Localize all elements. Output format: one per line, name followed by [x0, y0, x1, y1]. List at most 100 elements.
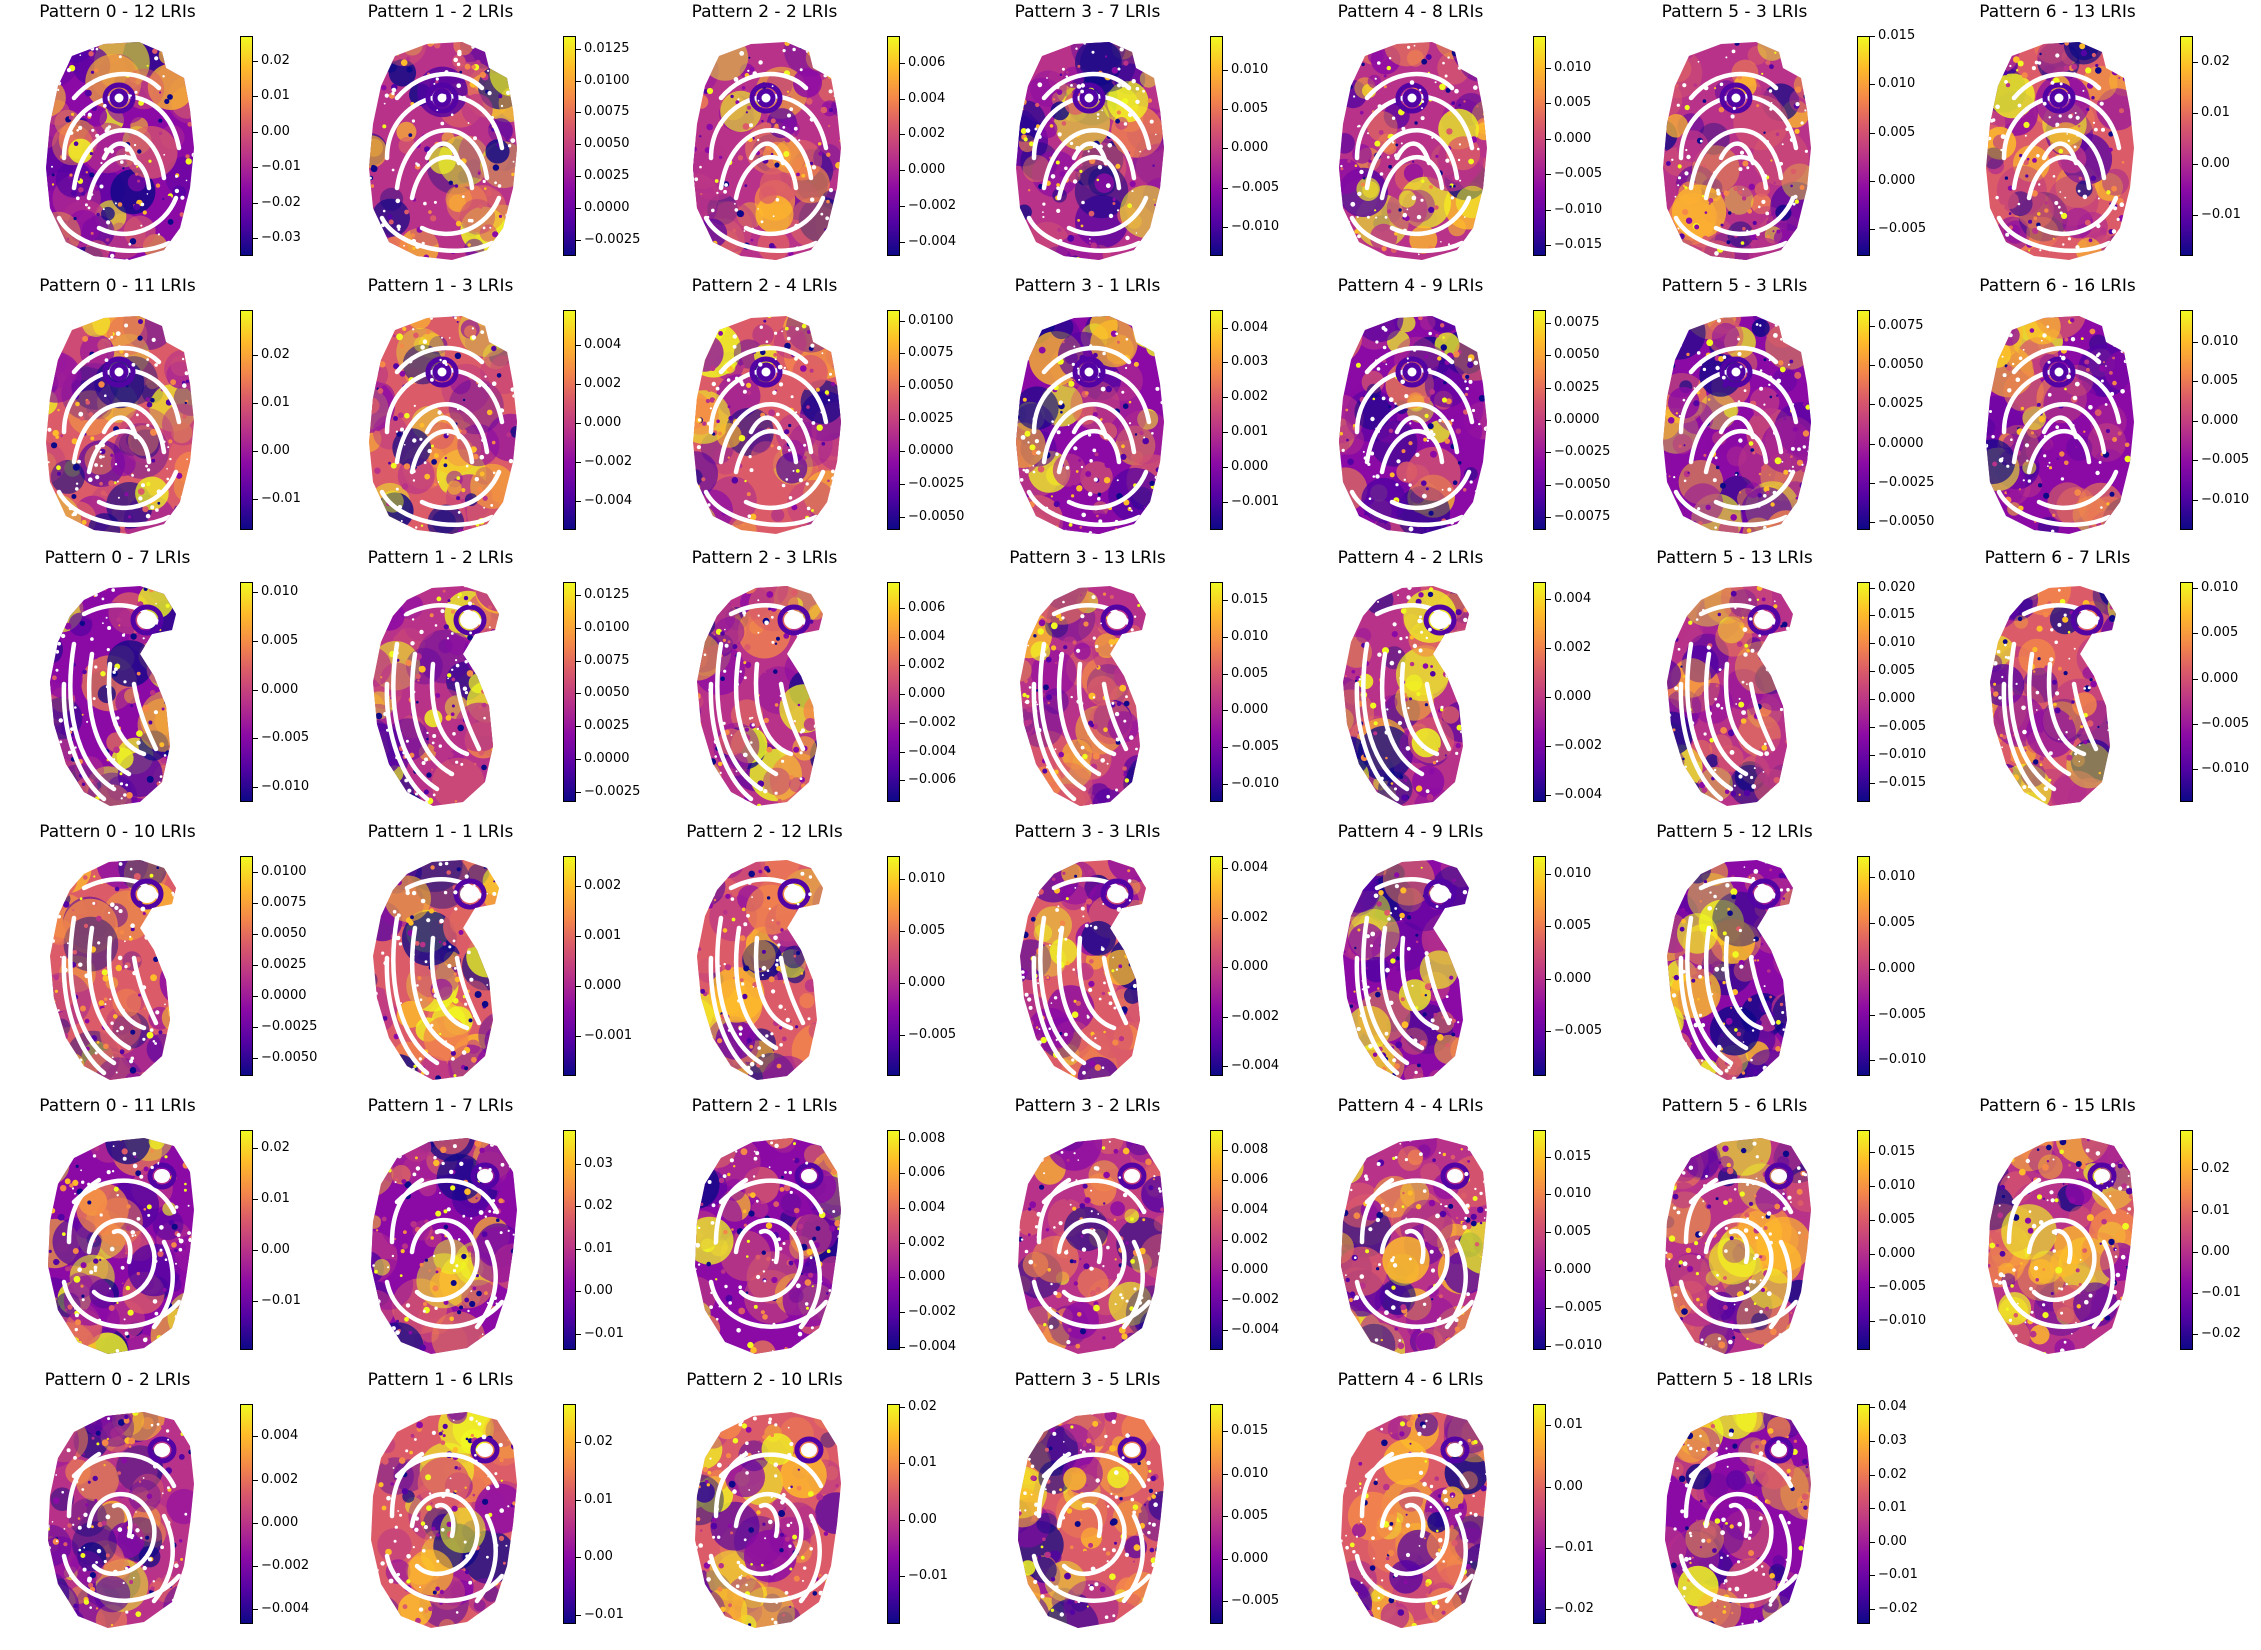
- tick-label: 0.010: [1878, 1178, 1916, 1193]
- tick-label: 0.000: [1554, 688, 1592, 704]
- tick-label: 0.005: [1231, 665, 1269, 681]
- tick-mark: [576, 345, 581, 346]
- tick-mark: [1546, 926, 1551, 928]
- pattern-panel: Pattern 0 - 10 LRIs 0.0100 0.0075 0.0050 0.0…: [0, 820, 323, 1095]
- tick-label: −0.001: [584, 1028, 633, 1043]
- tick-mark: [2193, 61, 2198, 63]
- tick-mark: [1546, 599, 1551, 601]
- tick-label: −0.010: [2201, 760, 2250, 776]
- tissue-heatmap: [1339, 316, 1487, 534]
- pattern-panel: Pattern 5 - 18 LRIs 0.04 0.03 0.02 0.01 0.00 −…: [1617, 1368, 1940, 1643]
- tissue-heatmap: [1018, 1412, 1164, 1628]
- tick-mark: [1223, 148, 1228, 150]
- tick-mark: [1223, 327, 1228, 329]
- tick-mark: [1223, 967, 1228, 969]
- tick-label: 0.000: [584, 978, 622, 993]
- tick-mark: [1546, 67, 1551, 69]
- tick-label: −0.0050: [261, 1049, 318, 1065]
- tick-mark: [900, 205, 905, 207]
- tissue-heatmap: [369, 42, 517, 260]
- tick-label: 0.02: [1878, 1466, 1907, 1482]
- panel-title: Pattern 5 - 3 LRIs: [1661, 276, 1808, 296]
- tick-label: −0.005: [2201, 715, 2250, 731]
- tick-mark: [1546, 1031, 1551, 1032]
- tick-mark: [2193, 420, 2198, 422]
- colorbar: [1210, 36, 1223, 256]
- tissue-heatmap: [1020, 860, 1146, 1080]
- tick-label: 0.005: [2201, 373, 2239, 389]
- tick-mark: [1223, 432, 1228, 434]
- panel-title: Pattern 0 - 12 LRIs: [39, 2, 196, 22]
- tissue-heatmap: [1986, 316, 2134, 534]
- pattern-panel: Pattern 2 - 2 LRIs 0.006 0.004 0.002 0.000 −0…: [647, 0, 970, 275]
- tick-mark: [1870, 782, 1875, 784]
- tick-mark: [1870, 132, 1875, 134]
- tick-label: 0.015: [1878, 28, 1916, 43]
- tick-label: 0.004: [1231, 319, 1269, 335]
- pattern-panel: Pattern 3 - 3 LRIs 0.004 0.002 0.000 −0.002 −…: [970, 820, 1293, 1095]
- tick-mark: [253, 1147, 258, 1149]
- tick-mark: [1546, 978, 1551, 980]
- tick-label: 0.000: [1554, 130, 1592, 146]
- tick-label: 0.002: [1231, 1232, 1269, 1247]
- tick-label: 0.02: [261, 52, 290, 68]
- tick-label: −0.01: [2201, 207, 2241, 223]
- tick-label: −0.0050: [908, 508, 965, 524]
- tick-label: 0.0025: [261, 956, 307, 972]
- pattern-panel: Pattern 3 - 5 LRIs 0.015 0.010 0.005 0.000 −0…: [970, 1368, 1293, 1643]
- tick-mark: [2193, 723, 2198, 725]
- tick-label: 0.02: [584, 1433, 613, 1449]
- tick-mark: [576, 1441, 581, 1443]
- colorbar: [1210, 310, 1223, 530]
- tick-mark: [1870, 877, 1875, 879]
- tick-mark: [900, 751, 905, 753]
- colorbar: [240, 1130, 253, 1350]
- tick-mark: [2193, 1293, 2198, 1294]
- tick-mark: [900, 1034, 905, 1036]
- pattern-panel: Pattern 6 - 16 LRIs 0.010 0.005 0.000 −0.005…: [1940, 274, 2261, 549]
- tick-mark: [2193, 163, 2198, 165]
- tick-mark: [576, 595, 581, 597]
- panel-title: Pattern 6 - 16 LRIs: [1979, 276, 2136, 296]
- tick-mark: [1223, 1330, 1228, 1332]
- tick-label: 0.010: [908, 870, 946, 886]
- pattern-panel: Pattern 4 - 4 LRIs 0.015 0.010 0.005 0.000 −0…: [1293, 1094, 1616, 1369]
- tick-label: 0.005: [908, 922, 946, 938]
- panel-title: Pattern 2 - 2 LRIs: [691, 2, 838, 22]
- tick-label: 0.002: [1231, 909, 1269, 925]
- tick-label: 0.010: [1554, 59, 1592, 75]
- tick-mark: [253, 1199, 258, 1201]
- tick-label: −0.006: [908, 772, 957, 788]
- pattern-panel: Pattern 3 - 13 LRIs 0.015 0.010 0.005 0.000 −…: [970, 546, 1293, 821]
- colorbar-ticks: 0.010 0.005 0.000 −0.005: [1546, 856, 1626, 1076]
- tick-label: 0.01: [2201, 104, 2230, 120]
- colorbar: [1210, 856, 1223, 1076]
- tissue-heatmap: [693, 42, 841, 260]
- colorbar-ticks: 0.0075 0.0050 0.0025 0.0000 −0.0025 −0.0050: [1870, 310, 1950, 530]
- colorbar: [1857, 582, 1870, 802]
- tick-label: 0.0000: [584, 750, 630, 766]
- panel-title: Pattern 5 - 13 LRIs: [1656, 548, 1813, 568]
- tick-mark: [1870, 1287, 1875, 1289]
- tick-mark: [900, 878, 905, 880]
- tick-mark: [253, 995, 258, 997]
- tick-label: 0.000: [908, 686, 946, 702]
- tick-label: 0.000: [1554, 970, 1592, 986]
- pattern-panel: Pattern 1 - 2 LRIs 0.0125 0.0100 0.0075 0.00…: [323, 0, 646, 275]
- tick-mark: [1870, 1440, 1875, 1442]
- tick-label: 0.0125: [584, 40, 630, 56]
- colorbar-ticks: 0.02 0.01 0.00 −0.01: [2193, 36, 2261, 256]
- tick-mark: [1546, 1345, 1551, 1347]
- tick-label: 0.010: [1554, 865, 1592, 881]
- tick-label: 0.002: [261, 1471, 299, 1487]
- tick-label: −0.010: [1231, 218, 1280, 234]
- tissue-heatmap: [1343, 586, 1469, 806]
- tick-label: 0.010: [1878, 76, 1916, 92]
- tick-label: −0.02: [261, 194, 301, 210]
- panel-title: Pattern 3 - 1 LRIs: [1014, 276, 1161, 296]
- tick-label: −0.004: [908, 233, 957, 249]
- panel-title: Pattern 3 - 3 LRIs: [1014, 822, 1161, 842]
- tick-mark: [253, 1057, 258, 1059]
- colorbar: [887, 582, 900, 802]
- tick-label: 0.004: [1554, 591, 1592, 607]
